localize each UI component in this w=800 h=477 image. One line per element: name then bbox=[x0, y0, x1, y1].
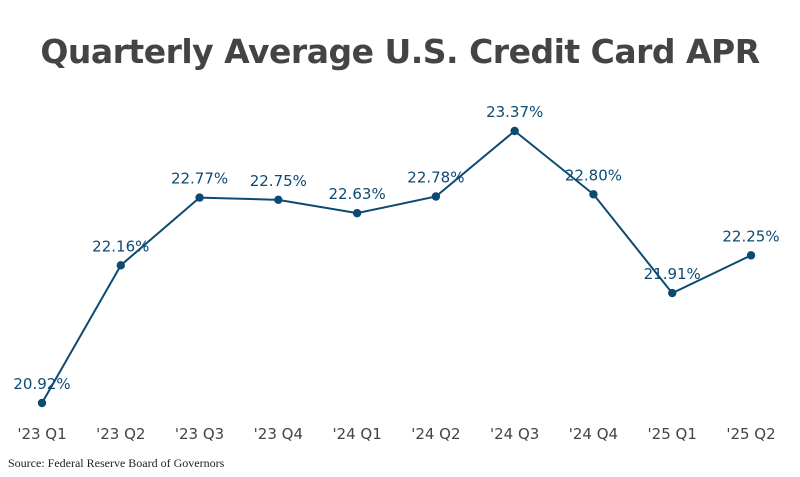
data-label-layer: 20.92% 22.16% 22.77% 22.75% 22.63% 22.78% 23.3… bbox=[13, 103, 779, 393]
data-label: 20.92% bbox=[13, 375, 70, 393]
data-point bbox=[431, 192, 441, 201]
data-point bbox=[510, 126, 519, 136]
chart-title: Quarterly Average U.S. Credit Card APR bbox=[40, 32, 760, 71]
x-tick-label: '24 Q1 bbox=[332, 425, 381, 443]
x-tick-label: '24 Q2 bbox=[411, 425, 460, 443]
x-tick-label: '23 Q4 bbox=[254, 425, 303, 443]
x-tick-label: '24 Q4 bbox=[569, 425, 618, 443]
x-axis-ticks: '23 Q1 '23 Q2 '23 Q3 '23 Q4 '24 Q1 '24 Q2 '24 … bbox=[17, 425, 775, 443]
data-point bbox=[195, 193, 204, 202]
data-point bbox=[746, 251, 756, 260]
x-tick-label: '25 Q1 bbox=[648, 425, 697, 443]
data-label: 22.77% bbox=[171, 170, 228, 188]
x-tick-label: '23 Q2 bbox=[96, 425, 145, 443]
data-point bbox=[352, 208, 362, 218]
x-tick-label: '24 Q3 bbox=[490, 425, 539, 443]
series-layer bbox=[37, 126, 756, 408]
data-point bbox=[668, 288, 677, 298]
data-point bbox=[274, 195, 283, 205]
x-tick-label: '25 Q2 bbox=[726, 425, 775, 443]
data-label: 22.16% bbox=[92, 237, 149, 255]
data-label: 23.37% bbox=[486, 103, 543, 121]
data-label: 21.91% bbox=[644, 265, 701, 283]
data-label: 22.80% bbox=[565, 166, 622, 184]
data-label: 22.75% bbox=[250, 172, 307, 190]
data-label: 22.25% bbox=[722, 227, 779, 245]
series-line bbox=[41, 129, 752, 404]
data-label: 22.78% bbox=[407, 169, 464, 187]
source-note: Source: Federal Reserve Board of Governo… bbox=[8, 456, 225, 470]
x-tick-label: '23 Q1 bbox=[17, 425, 66, 443]
data-label: 22.63% bbox=[329, 185, 386, 203]
data-point bbox=[116, 261, 125, 270]
data-point bbox=[589, 190, 598, 199]
x-tick-label: '23 Q3 bbox=[175, 425, 224, 443]
data-point bbox=[37, 398, 47, 408]
